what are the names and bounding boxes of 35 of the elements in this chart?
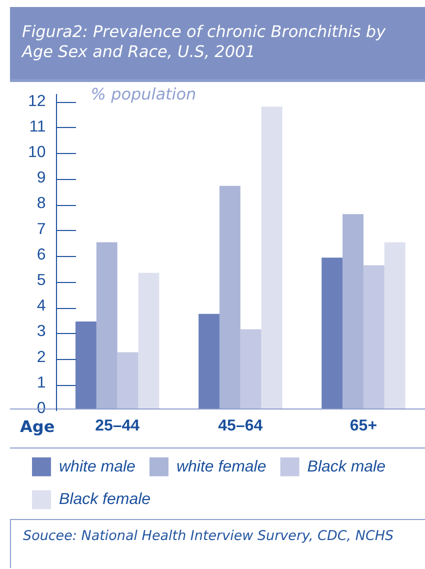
y-tick-label: 10 bbox=[28, 144, 46, 162]
x-tick-label: 45–64 bbox=[218, 417, 263, 434]
x-tick-label: 25–44 bbox=[95, 417, 140, 434]
bar bbox=[322, 258, 343, 409]
bar bbox=[240, 329, 262, 409]
bar bbox=[384, 242, 406, 409]
bar bbox=[219, 186, 240, 409]
x-axis-title: Age bbox=[20, 417, 55, 436]
y-tick-label: 9 bbox=[36, 170, 46, 187]
y-tick-label: 12 bbox=[28, 92, 46, 110]
y-tick-label: 11 bbox=[29, 118, 46, 136]
y-tick-label: 6 bbox=[36, 246, 46, 264]
y-tick-label: 4 bbox=[36, 298, 46, 315]
legend-label: Black male bbox=[307, 458, 386, 476]
bar bbox=[261, 106, 282, 409]
y-axis-title: % population bbox=[90, 84, 196, 104]
y-tick-label: 7 bbox=[36, 220, 46, 238]
bar bbox=[342, 214, 364, 409]
y-tick-label: 5 bbox=[36, 272, 46, 289]
x-tick-label: 65+ bbox=[350, 417, 378, 434]
y-tick-label: 1 bbox=[36, 374, 46, 392]
bar bbox=[363, 265, 384, 409]
bar bbox=[198, 314, 220, 409]
y-tick-label: 2 bbox=[36, 348, 46, 366]
legend-label: white male bbox=[59, 458, 136, 476]
legend-label: Black female bbox=[59, 491, 151, 508]
chart-title: Figura2: Prevalence of chronic Bronchithis by Age Sex and Race, U.S, 2001 bbox=[10, 7, 425, 79]
y-tick-label: 8 bbox=[36, 195, 46, 212]
legend-label: white female bbox=[176, 458, 266, 476]
bar bbox=[138, 272, 160, 409]
bar bbox=[96, 242, 118, 409]
text: Soucee: National Health Interview Survery, CDC, NCHS bbox=[10, 519, 425, 568]
bar bbox=[75, 322, 96, 409]
y-tick-label: 3 bbox=[36, 323, 46, 340]
bar bbox=[117, 352, 138, 409]
